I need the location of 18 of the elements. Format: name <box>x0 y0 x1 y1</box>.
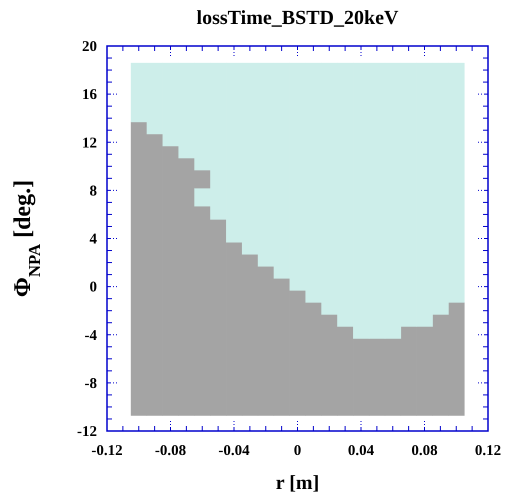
y-tick-label: 4 <box>90 232 98 248</box>
chart-title: lossTime_BSTD_20keV <box>196 7 399 29</box>
x-tick-label: 0.04 <box>348 443 375 459</box>
y-tick-label: -8 <box>84 376 97 392</box>
x-tick-label: -0.04 <box>218 443 250 459</box>
x-tick-label: 0.08 <box>411 443 438 459</box>
y-tick-label: 0 <box>90 280 97 296</box>
x-tick-label: 0.12 <box>474 443 502 459</box>
x-tick-label: 0 <box>294 443 302 459</box>
y-tick-label: -4 <box>84 328 98 344</box>
x-axis-title: r [m] <box>276 472 320 494</box>
x-tick-label: -0.08 <box>154 443 186 459</box>
y-tick-label: 20 <box>82 39 97 55</box>
y-tick-label: 16 <box>82 87 98 104</box>
y-tick-label: 8 <box>90 183 97 200</box>
y-tick-label: 12 <box>82 135 97 152</box>
y-tick-label: -12 <box>77 424 97 440</box>
x-tick-label: -0.12 <box>91 443 123 459</box>
